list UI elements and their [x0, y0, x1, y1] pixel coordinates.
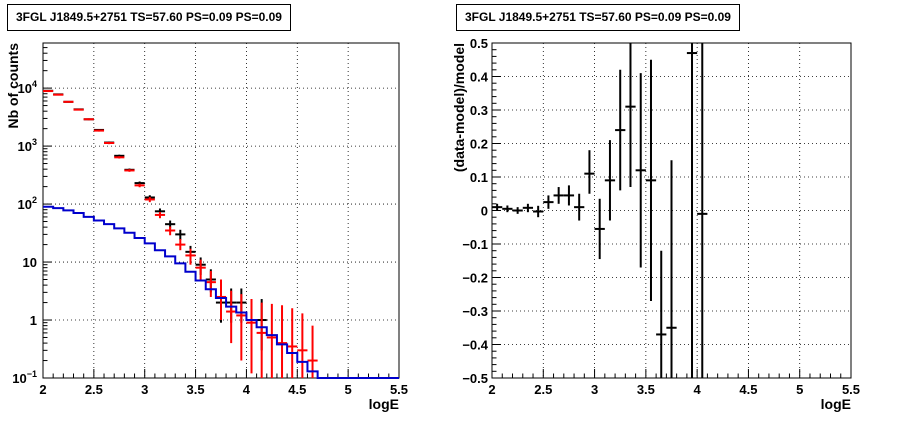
data-point [574, 193, 585, 221]
data-point [236, 294, 247, 361]
data-point [175, 229, 186, 241]
y-tick-label: −0.4 [462, 338, 488, 353]
data-point [307, 325, 318, 378]
data-point [175, 238, 186, 251]
data-point [114, 156, 125, 159]
data-point [686, 43, 698, 378]
data-point [53, 93, 64, 96]
data-point [276, 305, 288, 378]
data-point [256, 302, 267, 378]
y-tick-label: 10−1 [12, 369, 37, 386]
data-point [124, 169, 135, 172]
data-point [134, 183, 145, 188]
data-point [73, 108, 84, 111]
data-point [656, 250, 667, 378]
data-point [594, 198, 605, 260]
y-tick-label: 103 [18, 137, 37, 154]
data-point [604, 140, 616, 221]
x-axis-label: logE [821, 396, 851, 412]
y-tick-label: −0.5 [462, 371, 488, 386]
y-axis-label: (data-model)/model [451, 43, 467, 172]
left-chart-title: 3FGL J1849.5+2751 TS=57.60 PS=0.09 PS=0.… [7, 4, 291, 31]
right-chart-title: 3FGL J1849.5+2751 TS=57.60 PS=0.09 PS=0.… [456, 4, 740, 31]
data-point [165, 226, 176, 236]
data-point [543, 195, 554, 209]
data-point [104, 141, 115, 145]
x-tick-label: 4.5 [288, 382, 306, 397]
y-tick-label: 0.5 [470, 36, 488, 51]
left-counts-chart: 2 2.5 3 3.5 4 4.5 5 5.5 10−1 1 10 102 103 104 logE Nb o… [5, 42, 408, 412]
data-point [522, 203, 534, 213]
data-point [492, 203, 503, 211]
x-tick-label: 2 [39, 382, 46, 397]
y-tick-label: 1 [30, 313, 37, 328]
data-point [93, 129, 105, 132]
data-point [625, 43, 636, 188]
x-tick-label: 5 [345, 382, 352, 397]
data-point [533, 205, 544, 218]
y-tick-label: 102 [18, 195, 37, 212]
data-point [553, 187, 564, 204]
data-point [512, 207, 523, 214]
model-step-line [43, 205, 399, 379]
x-tick-label: 3 [141, 382, 148, 397]
data-point [645, 59, 657, 301]
x-tick-label: 2.5 [534, 382, 552, 397]
data-point [246, 299, 257, 374]
x-tick-label: 2 [488, 382, 495, 397]
x-tick-label: 4 [694, 382, 702, 397]
right-residual-chart: 2 2.5 3 3.5 4 4.5 5 5.5 −0.5 −0.4 −0.3 −0.2 −0.1 0 0.1… [451, 36, 860, 412]
x-tick-label: 5 [796, 382, 803, 397]
y-tick-label: 0.3 [470, 103, 488, 118]
data-point [215, 279, 227, 321]
y-tick-label: 0.4 [470, 70, 489, 85]
x-tick-label: 5.5 [842, 382, 860, 397]
data-point [144, 197, 155, 203]
y-tick-label: −0.3 [462, 304, 488, 319]
data-point [563, 185, 575, 206]
data-point [697, 43, 708, 378]
data-point [226, 290, 237, 344]
data-point [287, 308, 298, 378]
data-point [185, 248, 196, 265]
x-axis-label: logE [369, 396, 399, 412]
x-tick-label: 3.5 [637, 382, 655, 397]
data-point [63, 100, 74, 103]
data-point [635, 73, 646, 268]
y-tick-label: 0.2 [470, 137, 488, 152]
y-tick-label: −0.2 [462, 271, 488, 286]
y-tick-label: −0.1 [462, 237, 488, 252]
x-tick-label: 4 [243, 382, 251, 397]
data-point [297, 313, 308, 378]
data-point [666, 160, 677, 378]
y-tick-label: 0 [481, 204, 488, 219]
x-tick-label: 5.5 [390, 382, 408, 397]
x-tick-label: 3.5 [187, 382, 205, 397]
data-point [83, 118, 94, 121]
y-tick-label: 10 [23, 255, 37, 270]
data-point [615, 69, 626, 191]
data-point [154, 211, 166, 219]
data-point [584, 150, 595, 194]
x-tick-label: 3 [591, 382, 598, 397]
y-tick-label: 104 [18, 79, 37, 96]
plot-frame [42, 42, 400, 379]
x-tick-label: 4.5 [739, 382, 757, 397]
data-point [266, 303, 277, 378]
data-point [205, 271, 216, 297]
data-point [502, 205, 513, 213]
y-axis-label: Nb of counts [5, 43, 21, 129]
data-point [195, 259, 206, 280]
x-tick-label: 2.5 [85, 382, 103, 397]
y-tick-label: 0.1 [470, 170, 488, 185]
data-point [43, 90, 54, 93]
